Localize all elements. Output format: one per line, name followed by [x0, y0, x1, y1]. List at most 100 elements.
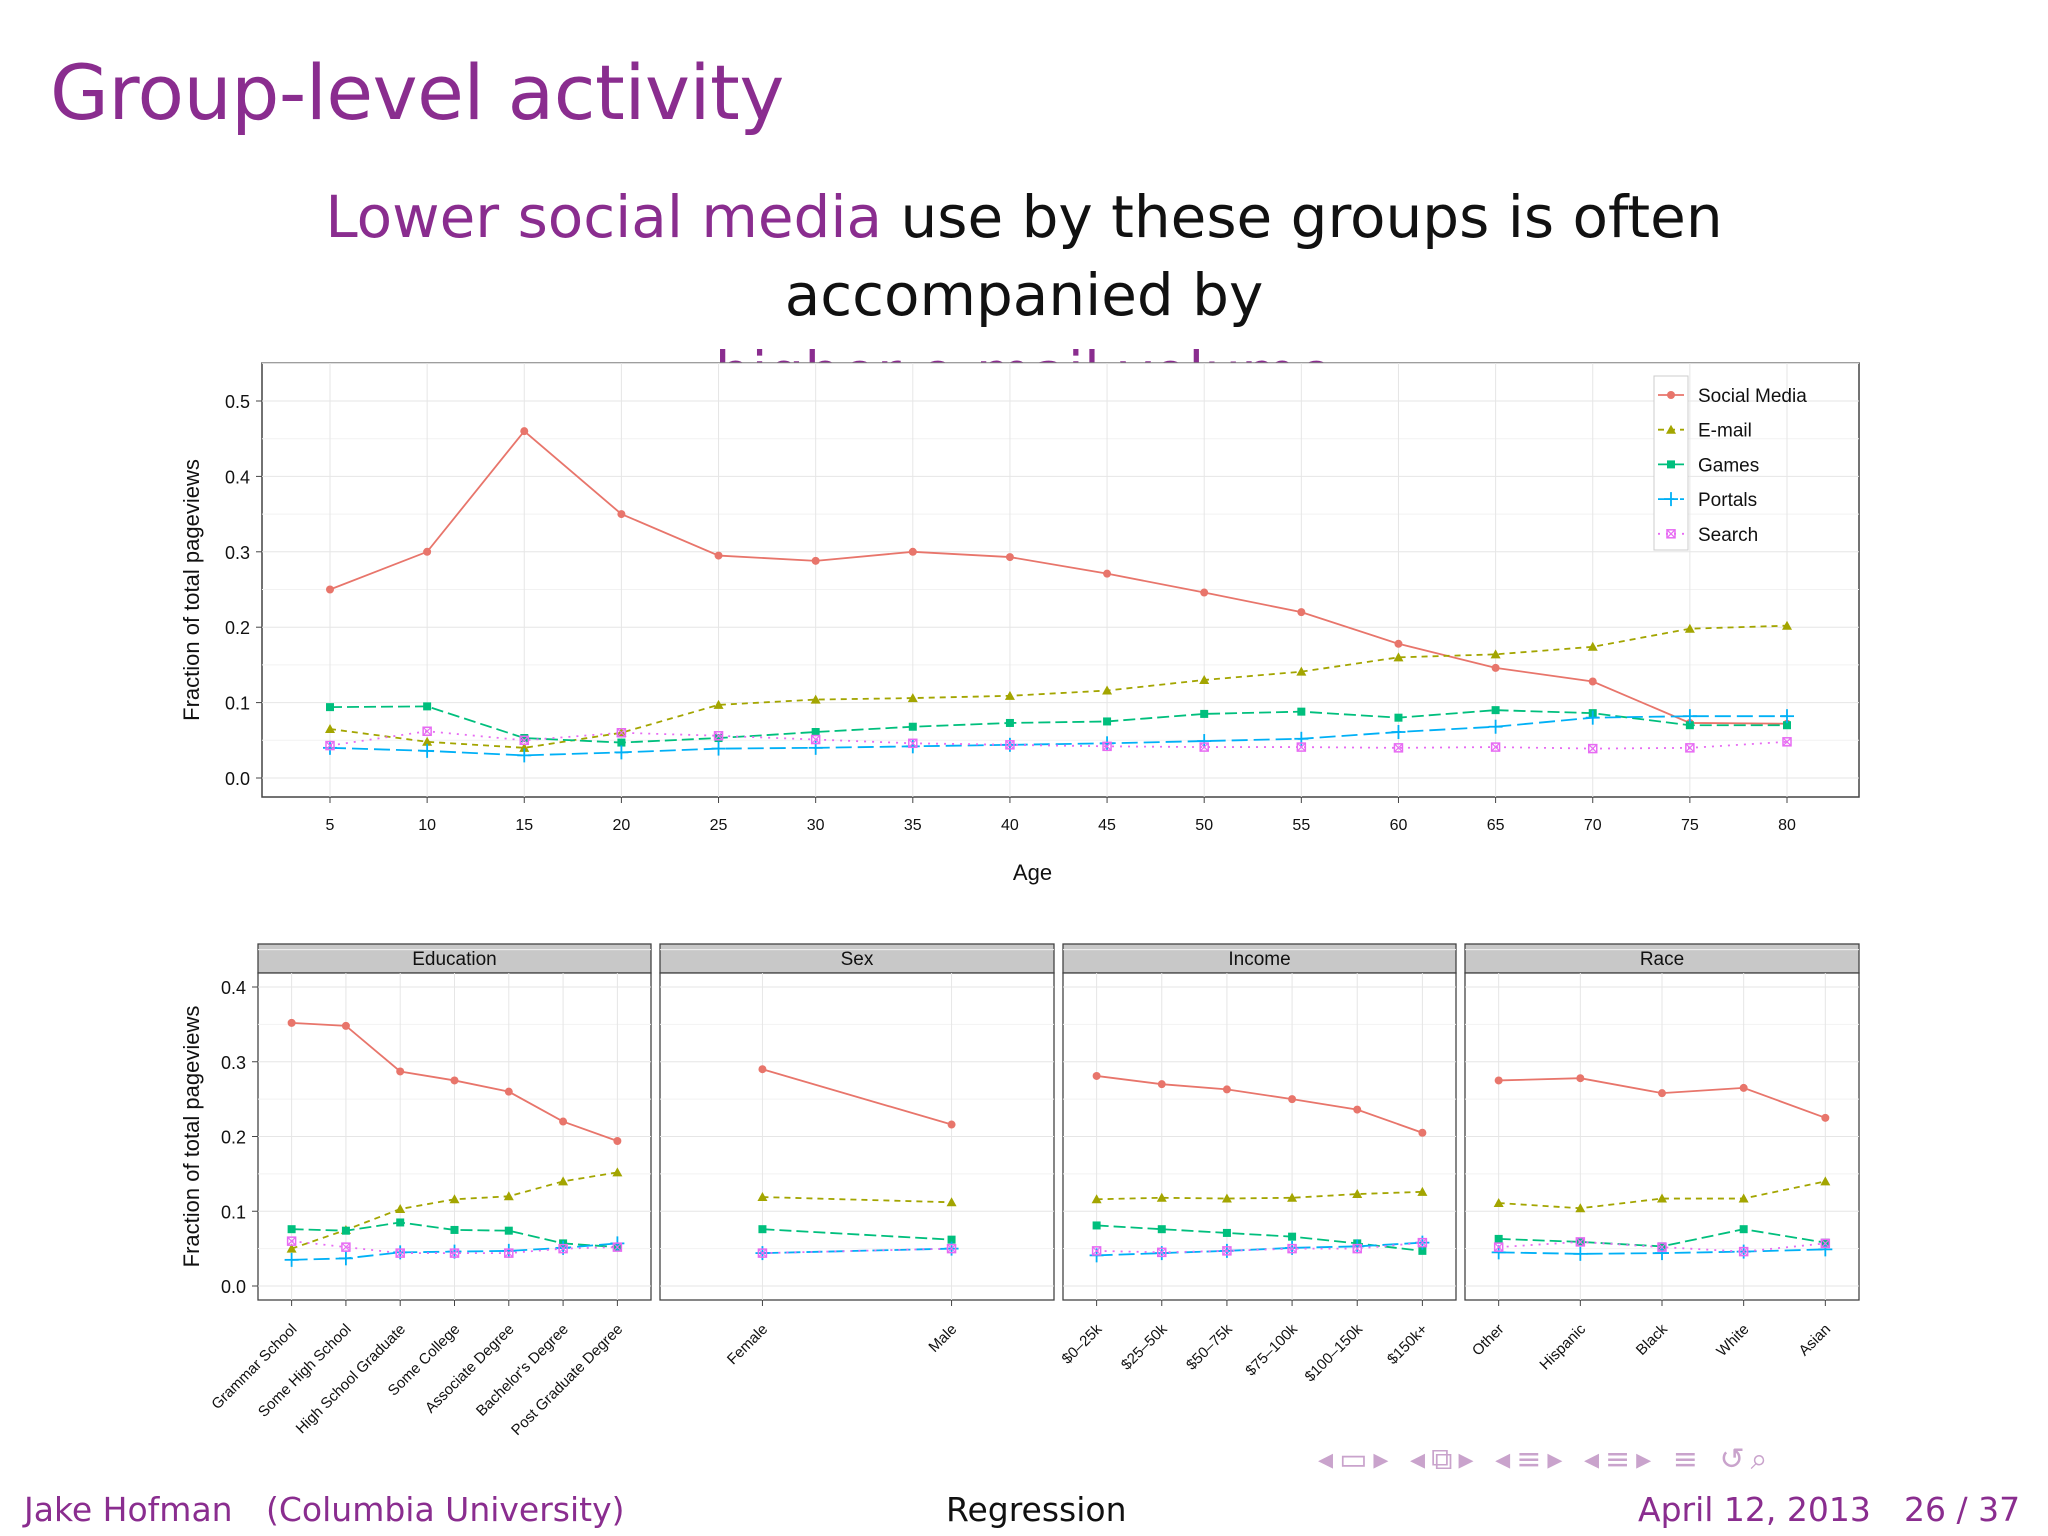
point-search-race-2	[1657, 1242, 1667, 1252]
nav-right-icon[interactable]: ▸	[1636, 1442, 1658, 1477]
point-e-mail-income-2-shape	[1221, 1193, 1232, 1203]
point-portals-4	[711, 741, 726, 756]
legend-label-portals: Portals	[1698, 490, 1757, 511]
point-social-media-2-shape	[520, 427, 529, 436]
point-e-mail-education-3	[449, 1194, 460, 1204]
footer-section: Regression	[946, 1490, 1127, 1529]
nav-right-icon[interactable]: ▸	[1547, 1442, 1569, 1477]
point-games-education-0	[287, 1225, 296, 1234]
point-search-10	[1296, 742, 1307, 752]
point-search-3	[616, 728, 627, 738]
point-games-12	[1491, 706, 1500, 715]
point-e-mail-education-2-shape	[395, 1204, 406, 1214]
point-e-mail-race-3-shape	[1738, 1193, 1749, 1203]
point-e-mail-race-1-shape	[1575, 1203, 1586, 1213]
point-social-media-education-1	[341, 1021, 350, 1030]
point-e-mail-14	[1684, 623, 1695, 633]
x-tick-label: 30	[807, 817, 825, 834]
point-search-education-2-x2	[395, 1248, 405, 1258]
point-e-mail-sex-0-shape	[757, 1192, 768, 1202]
point-e-mail-income-2	[1221, 1193, 1232, 1203]
point-e-mail-education-4-shape	[503, 1191, 514, 1201]
point-games-12-shape	[1491, 706, 1500, 715]
point-search-15	[1782, 737, 1792, 747]
point-search-12	[1490, 742, 1501, 752]
y-tick-label: 0.4	[225, 467, 250, 487]
point-e-mail-education-0	[286, 1243, 297, 1253]
point-social-media-race-1-shape	[1576, 1074, 1585, 1083]
point-search-income-4-box	[1352, 1243, 1362, 1254]
point-games-8-shape	[1103, 717, 1112, 726]
point-games-sex-1-shape	[947, 1235, 956, 1244]
point-social-media-8-shape	[1103, 569, 1112, 578]
point-games-6-shape	[908, 722, 917, 731]
point-e-mail-education-2	[395, 1204, 406, 1214]
point-games-2	[520, 734, 529, 743]
point-social-media-0-shape	[326, 585, 334, 594]
point-search-income-3	[1287, 1243, 1297, 1254]
x-tick-label: 50	[1195, 817, 1213, 834]
point-games-0	[326, 703, 334, 712]
facet-x-tick-label: Post Graduate Degree	[508, 1321, 626, 1439]
point-search-race-1-x2	[1575, 1237, 1585, 1247]
point-search-1-x2	[422, 726, 432, 736]
point-search-income-1	[1157, 1247, 1167, 1258]
point-social-media-race-2	[1658, 1089, 1666, 1098]
facet-x-tick-label: $75–100k	[1242, 1320, 1301, 1379]
point-search-0-box	[325, 740, 335, 751]
facet-x-tick-label: Hispanic	[1536, 1320, 1589, 1373]
nav-left-icon[interactable]: ◂	[1583, 1442, 1605, 1477]
point-games-sex-0	[758, 1225, 767, 1234]
point-games-0-shape	[326, 703, 334, 712]
point-social-media-income-4-shape	[1353, 1105, 1362, 1114]
point-social-media-1	[423, 547, 432, 556]
point-games-race-3	[1739, 1225, 1748, 1234]
point-search-education-6-x2	[612, 1242, 622, 1252]
point-social-media-education-6-shape	[613, 1136, 622, 1145]
facet-strip	[659, 943, 1055, 974]
point-search-10-x2	[1296, 742, 1306, 752]
search-icon[interactable]: ↺⌕	[1719, 1442, 1774, 1477]
section-icon[interactable]: ⧉	[1431, 1442, 1459, 1477]
facet-x-tick-label: Black	[1633, 1320, 1671, 1358]
point-games-income-0-shape	[1092, 1221, 1101, 1230]
point-search-7	[1005, 740, 1015, 750]
nav-right-icon[interactable]: ▸	[1373, 1442, 1395, 1477]
point-search-education-4	[504, 1248, 514, 1258]
point-games-11-shape	[1394, 713, 1403, 722]
point-games-income-5	[1418, 1246, 1427, 1255]
point-social-media-race-3	[1739, 1083, 1748, 1092]
point-games-race-0	[1494, 1234, 1503, 1243]
point-social-media-3	[617, 510, 626, 519]
nav-right-icon[interactable]: ▸	[1458, 1442, 1480, 1477]
point-search-income-0	[1091, 1246, 1102, 1256]
point-social-media-education-3-shape	[450, 1076, 459, 1085]
nav-left-icon[interactable]: ◂	[1410, 1442, 1432, 1477]
point-games-7	[1005, 718, 1014, 727]
align-icon[interactable]: ≡	[1605, 1442, 1637, 1477]
point-games-1	[423, 702, 432, 711]
x-axis-label: Age	[1013, 860, 1052, 885]
point-search-education-1-x2	[341, 1242, 351, 1252]
point-social-media-education-0	[287, 1018, 296, 1027]
point-portals-11	[1391, 725, 1406, 740]
point-e-mail-4	[713, 699, 724, 709]
point-social-media-race-3-shape	[1739, 1083, 1748, 1092]
facet-strip	[257, 943, 652, 974]
point-social-media-education-5-shape	[559, 1117, 568, 1126]
frame-icon[interactable]: ▭	[1339, 1442, 1374, 1477]
point-search-income-5-x2	[1417, 1238, 1427, 1248]
point-games-income-5-shape	[1418, 1246, 1427, 1255]
nav-left-icon[interactable]: ◂	[1318, 1442, 1340, 1477]
facet-x-tick-label: High School Graduate	[293, 1321, 409, 1437]
point-social-media-13-shape	[1588, 677, 1597, 686]
y-tick-label: 0.2	[225, 618, 250, 638]
series-line-social-media-income	[1096, 1075, 1423, 1134]
point-search-education-1	[341, 1242, 351, 1252]
subsection-icon[interactable]: ≡	[1516, 1442, 1548, 1477]
nav-left-icon[interactable]: ◂	[1495, 1442, 1517, 1477]
subtitle-text: use by these groups is often accompanied…	[784, 183, 1723, 329]
point-games-education-0-shape	[287, 1225, 296, 1234]
align-icon[interactable]: ≡	[1672, 1442, 1704, 1477]
point-search-4-x2	[714, 731, 723, 741]
